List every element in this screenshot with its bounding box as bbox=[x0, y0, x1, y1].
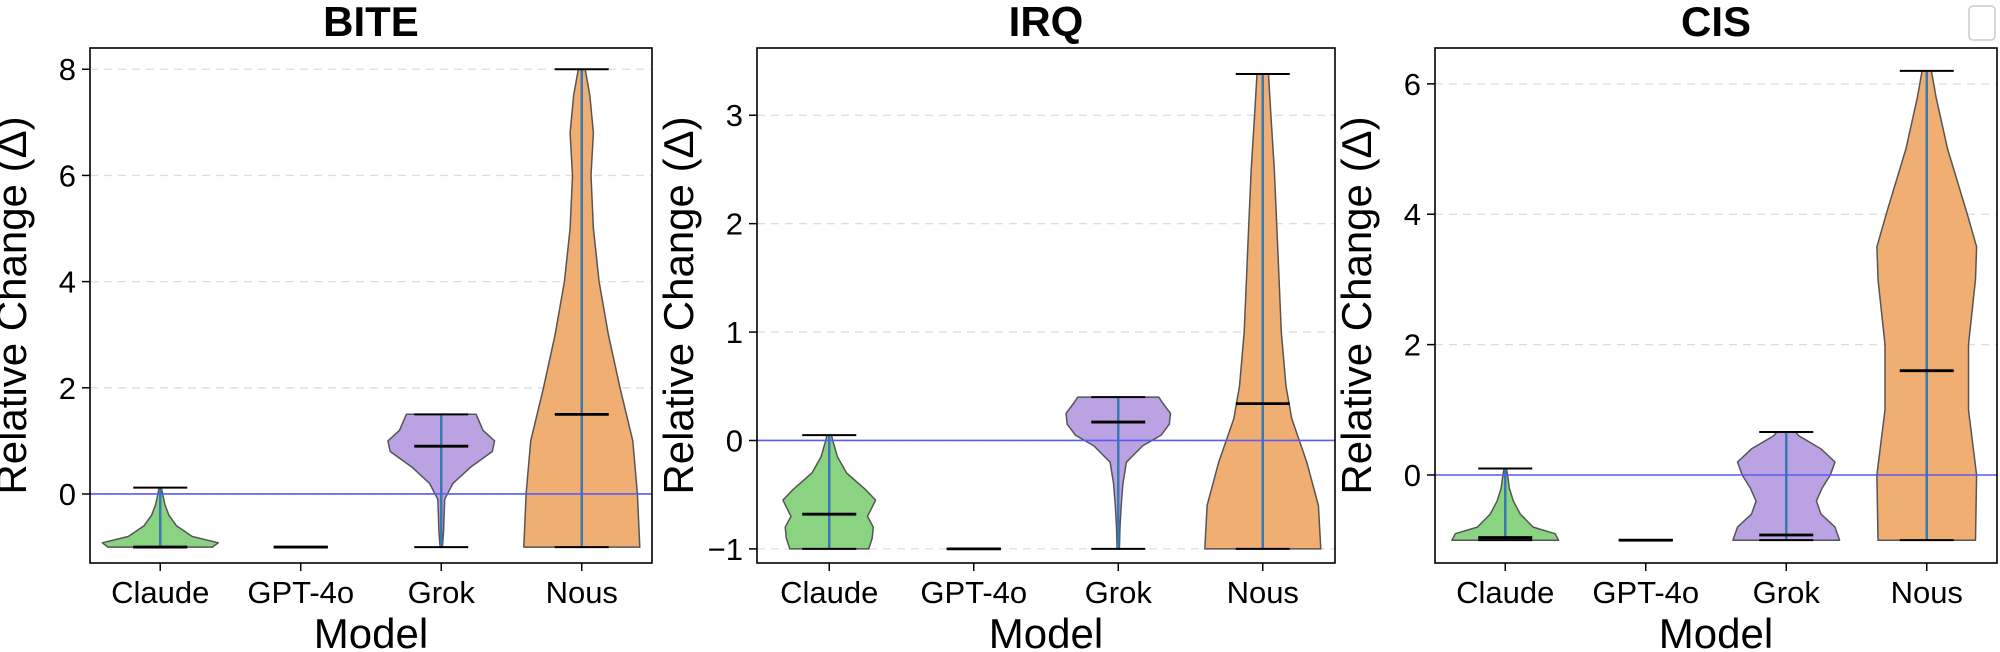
cis-title: CIS bbox=[1681, 0, 1751, 45]
bite-xtick-label-claude: Claude bbox=[111, 575, 209, 610]
irq-xlabel: Model bbox=[989, 610, 1103, 652]
irq-ytick-label: −1 bbox=[708, 532, 743, 567]
cis-ylabel: Relative Change (Δ) bbox=[1333, 116, 1380, 494]
bite-ylabel: Relative Change (Δ) bbox=[0, 116, 35, 494]
bite-xtick-label-grok: Grok bbox=[408, 575, 476, 610]
bite-ytick-label: 4 bbox=[59, 265, 76, 300]
panel-cis: 0 2 4 6 Claude GPT-4o Grok Nous CIS Model Relative… bbox=[1333, 0, 1998, 652]
irq-title: IRQ bbox=[1009, 0, 1084, 45]
irq-xtick-label-nous: Nous bbox=[1227, 575, 1299, 610]
irq-ytick-label: 3 bbox=[726, 98, 743, 133]
panel-bite: 0 2 4 6 8 Claude GPT-4o Grok Nous BITE Model Relati… bbox=[0, 0, 653, 652]
cis-ytick-label: 6 bbox=[1404, 67, 1421, 102]
bite-title: BITE bbox=[323, 0, 419, 45]
cis-xtick-label-nous: Nous bbox=[1891, 575, 1963, 610]
irq-plot-frame bbox=[756, 47, 1336, 564]
irq-xtick-label-gpt-4o: GPT-4o bbox=[920, 575, 1027, 610]
cis-xtick-label-grok: Grok bbox=[1753, 575, 1821, 610]
cis-xtick-label-gpt-4o: GPT-4o bbox=[1592, 575, 1699, 610]
cis-xtick-label-claude: Claude bbox=[1456, 575, 1554, 610]
irq-xtick-label-claude: Claude bbox=[780, 575, 878, 610]
bite-plot-frame bbox=[89, 47, 653, 564]
irq-xtick-label-grok: Grok bbox=[1085, 575, 1153, 610]
irq-ytick-label: 1 bbox=[726, 315, 743, 350]
bite-ytick-label: 0 bbox=[59, 477, 76, 512]
legend-box bbox=[1968, 5, 1996, 41]
cis-plot-frame bbox=[1434, 47, 1998, 564]
panel-irq: −1 0 1 2 3 Claude GPT-4o Grok Nous IRQ Model Relati… bbox=[655, 0, 1336, 652]
irq-ytick-label: 2 bbox=[726, 207, 743, 242]
bite-xlabel: Model bbox=[314, 610, 428, 652]
cis-ytick-label: 0 bbox=[1404, 458, 1421, 493]
bite-xtick-label-gpt-4o: GPT-4o bbox=[247, 575, 354, 610]
bite-ytick-label: 8 bbox=[59, 52, 76, 87]
cis-xlabel: Model bbox=[1659, 610, 1773, 652]
cis-ytick-label: 4 bbox=[1404, 197, 1421, 232]
bite-ytick-label: 6 bbox=[59, 158, 76, 193]
irq-ylabel: Relative Change (Δ) bbox=[655, 116, 702, 494]
irq-ytick-label: 0 bbox=[726, 423, 743, 458]
bite-ytick-label: 2 bbox=[59, 371, 76, 406]
cis-ytick-label: 2 bbox=[1404, 328, 1421, 363]
bite-xtick-label-nous: Nous bbox=[546, 575, 618, 610]
